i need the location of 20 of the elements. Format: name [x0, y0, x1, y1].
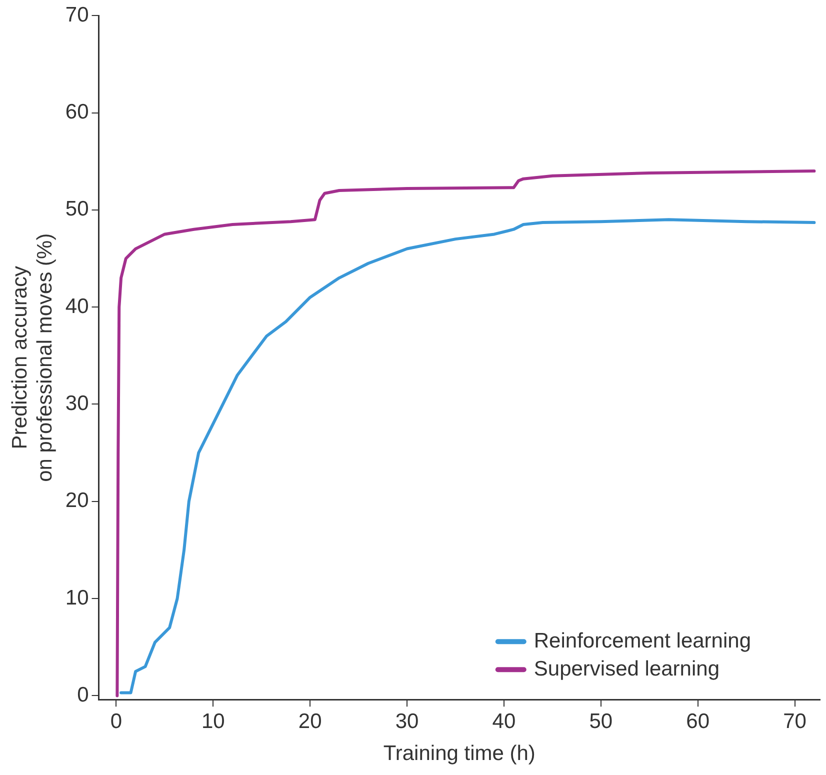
y-tick-label: 10	[65, 586, 89, 610]
legend-label: Reinforcement learning	[534, 629, 752, 652]
x-tick-label: 0	[110, 710, 122, 733]
x-tick-label: 60	[686, 710, 710, 733]
x-tick-label: 40	[492, 710, 516, 733]
x-tick-label: 20	[298, 710, 322, 733]
y-tick-label: 60	[65, 100, 89, 124]
y-tick-label: 40	[65, 294, 89, 318]
x-axis-title: Training time (h)	[383, 742, 536, 766]
y-tick-label: 30	[65, 392, 89, 416]
y-tick-label: 50	[65, 198, 89, 221]
legend-label: Supervised learning	[534, 657, 720, 680]
x-tick-label: 70	[783, 710, 806, 733]
x-tick-label: 10	[201, 710, 225, 733]
y-axis-title: Prediction accuracy on professional moves (%)	[8, 233, 57, 482]
y-tick-label: 0	[77, 684, 89, 707]
y-tick-label: 20	[65, 489, 89, 512]
x-tick-label: 30	[395, 710, 419, 733]
x-tick-label: 50	[589, 710, 613, 733]
y-tick-label: 70	[65, 3, 89, 26]
